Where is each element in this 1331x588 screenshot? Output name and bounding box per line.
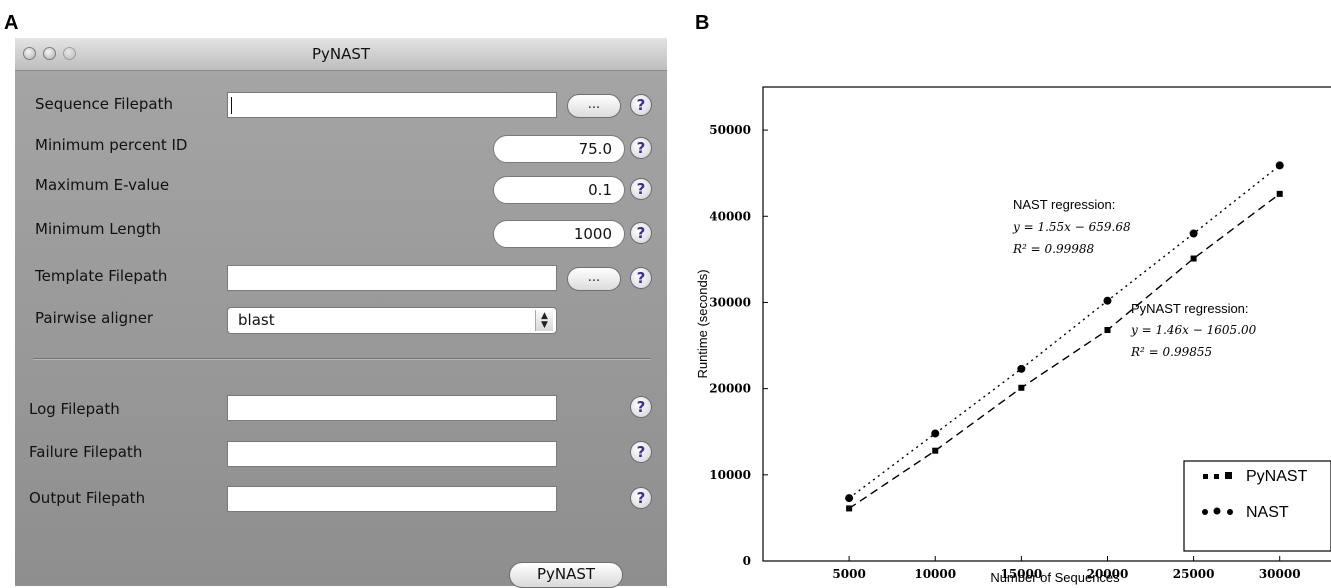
close-window-icon[interactable] xyxy=(23,47,36,60)
data-point-pynast xyxy=(932,447,939,454)
x-tick-label: 5000 xyxy=(832,567,865,581)
data-point-pynast xyxy=(1190,255,1197,262)
sequence-filepath-input[interactable] xyxy=(227,92,557,118)
x-axis-ticks: 5000 10000 15000 20000 25000 30000 xyxy=(832,556,1301,581)
sequence-filepath-label: Sequence Filepath xyxy=(35,95,173,113)
legend-marker-nast xyxy=(1213,507,1221,515)
runtime-chart: 0 10000 20000 30000 40000 50000 5000 10000 1500… xyxy=(695,86,1331,585)
nast-regression-title: NAST regression: xyxy=(1013,197,1115,212)
x-axis-label: Number of Sequences xyxy=(990,570,1120,585)
select-updown-icon: ▲ ▼ xyxy=(535,310,553,331)
plot-area-frame xyxy=(762,86,1331,562)
sequence-help-icon[interactable]: ? xyxy=(630,94,652,116)
x-tick-label: 20000 xyxy=(1087,567,1129,581)
pairwise-aligner-select[interactable]: blast ▲ ▼ xyxy=(227,307,557,334)
data-point-pynast xyxy=(1104,327,1111,334)
log-filepath-input[interactable] xyxy=(227,395,557,421)
y-tick-label: 30000 xyxy=(709,295,751,309)
text-cursor xyxy=(231,97,232,114)
template-help-icon[interactable]: ? xyxy=(630,267,652,289)
x-tick-label: 15000 xyxy=(1000,567,1042,581)
legend-box xyxy=(1183,460,1331,552)
legend-label-nast: NAST xyxy=(1246,504,1289,521)
output-filepath-input[interactable] xyxy=(227,486,557,512)
min-percent-id-help-icon[interactable]: ? xyxy=(630,137,652,159)
sequence-browse-button[interactable]: ... xyxy=(567,94,621,118)
failure-filepath-input[interactable] xyxy=(227,441,557,467)
x-tick-label: 10000 xyxy=(914,567,956,581)
minimize-window-icon[interactable] xyxy=(43,47,56,60)
pynast-regression-r2: R² = 0.99855 xyxy=(1130,345,1212,359)
panel-label-a: A xyxy=(4,12,19,34)
max-evalue-input[interactable]: 0.1 xyxy=(493,176,625,204)
template-filepath-input[interactable] xyxy=(227,265,557,291)
legend-marker-pynast xyxy=(1225,472,1232,479)
pynast-regression-title: PyNAST regression: xyxy=(1131,301,1249,316)
max-evalue-label: Maximum E-value xyxy=(35,176,170,194)
y-tick-label: 50000 xyxy=(709,123,751,137)
data-point-nast xyxy=(1189,229,1198,238)
legend-marker-nast xyxy=(1227,509,1233,515)
data-point-pynast xyxy=(846,505,853,512)
max-evalue-help-icon[interactable]: ? xyxy=(630,178,652,200)
legend-label-pynast: PyNAST xyxy=(1246,468,1308,485)
title-bar: PyNAST xyxy=(15,38,667,71)
window-title: PyNAST xyxy=(311,45,371,63)
y-tick-label: 20000 xyxy=(709,382,751,396)
data-point-nast xyxy=(1103,296,1112,305)
panel-label-b: B xyxy=(695,12,710,34)
nast-regression-equation: y = 1.55x − 659.68 xyxy=(1012,220,1131,234)
log-filepath-label: Log Filepath xyxy=(29,400,120,418)
output-help-icon[interactable]: ? xyxy=(630,487,652,509)
failure-help-icon[interactable]: ? xyxy=(630,441,652,463)
pynast-window: PyNAST Sequence Filepath ... ? Minimum p… xyxy=(15,38,667,588)
legend-marker-pynast xyxy=(1214,474,1219,479)
section-divider xyxy=(33,358,651,360)
log-help-icon[interactable]: ? xyxy=(630,396,652,418)
y-tick-label: 40000 xyxy=(709,209,751,223)
template-filepath-label: Template Filepath xyxy=(35,267,168,285)
output-filepath-label: Output Filepath xyxy=(29,489,146,507)
data-point-pynast xyxy=(1276,190,1283,197)
y-tick-label: 0 xyxy=(743,554,751,568)
data-point-nast xyxy=(845,494,854,503)
x-tick-label: 30000 xyxy=(1259,567,1301,581)
data-point-nast xyxy=(1275,161,1284,170)
min-length-input[interactable]: 1000 xyxy=(493,220,625,248)
legend: PyNAST NAST xyxy=(1183,460,1331,552)
series-line-nast xyxy=(848,164,1281,499)
min-length-label: Minimum Length xyxy=(35,220,162,238)
y-tick-label: 10000 xyxy=(709,468,751,482)
min-percent-id-input[interactable]: 75.0 xyxy=(493,135,625,163)
zoom-window-icon[interactable] xyxy=(63,47,76,60)
min-percent-id-label: Minimum percent ID xyxy=(35,136,188,154)
nast-regression-r2: R² = 0.99988 xyxy=(1012,242,1095,256)
run-pynast-button[interactable]: PyNAST xyxy=(509,562,623,588)
data-points xyxy=(845,161,1284,512)
legend-marker-nast xyxy=(1202,509,1208,515)
y-axis-label: Runtime (seconds) xyxy=(695,269,710,378)
data-point-nast xyxy=(1017,364,1026,373)
template-browse-button[interactable]: ... xyxy=(567,267,621,291)
data-point-nast xyxy=(931,429,940,438)
regression-lines xyxy=(848,164,1281,510)
legend-marker-pynast xyxy=(1203,474,1208,479)
y-axis-ticks: 0 10000 20000 30000 40000 50000 xyxy=(709,123,768,568)
min-length-help-icon[interactable]: ? xyxy=(630,222,652,244)
data-point-pynast xyxy=(1018,384,1025,391)
x-tick-label: 25000 xyxy=(1173,567,1215,581)
series-line-pynast xyxy=(848,193,1281,510)
pynast-regression-equation: y = 1.46x − 1605.00 xyxy=(1130,323,1257,337)
failure-filepath-label: Failure Filepath xyxy=(29,443,143,461)
pairwise-aligner-label: Pairwise aligner xyxy=(35,309,154,327)
pairwise-aligner-value: blast xyxy=(238,311,275,329)
